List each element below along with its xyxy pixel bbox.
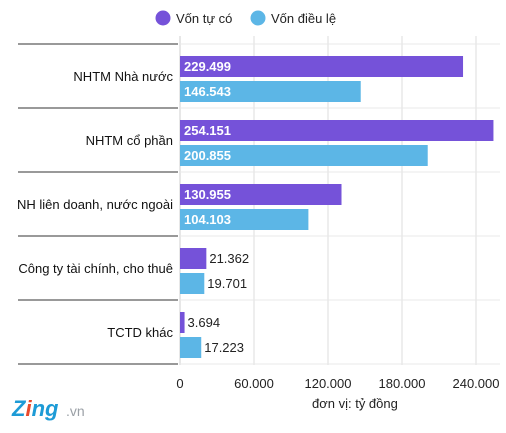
category-labels: NHTM Nhà nước NHTM cổ phần NH liên doanh, … xyxy=(17,69,173,340)
bar-von-dieu-le-nhtm-co-phan xyxy=(180,145,428,166)
x-tick-label-0: 0 xyxy=(176,376,183,391)
bar-von-dieu-le-cong-ty-tai-chinh-cho-thue xyxy=(180,273,205,294)
bar-von-tu-co-tctd-khac xyxy=(180,312,185,333)
bar-von-tu-co-nhtm-nha-nuoc xyxy=(180,56,464,77)
logo-suffix: .vn xyxy=(66,403,85,419)
data-label-von-dieu-le-nh-lien-doanh-nuoc-ngoai: 104.103 xyxy=(184,212,231,227)
x-tick-label-180000: 180.000 xyxy=(378,376,425,391)
x-tick-label-240000: 240.000 xyxy=(452,376,499,391)
category-separators xyxy=(18,43,500,365)
legend-marker-von-dieu-le xyxy=(250,10,266,26)
category-label-tctd-khac: TCTD khác xyxy=(107,325,173,340)
data-label-von-tu-co-cong-ty-tai-chinh-cho-thue: 21.362 xyxy=(209,251,249,266)
data-label-von-dieu-le-tctd-khac: 17.223 xyxy=(204,340,244,355)
category-label-nhtm-nha-nuoc: NHTM Nhà nước xyxy=(73,69,173,84)
x-tick-label-60000: 60.000 xyxy=(234,376,274,391)
bar-von-tu-co-cong-ty-tai-chinh-cho-thue xyxy=(180,248,207,269)
bar-von-dieu-le-nhtm-nha-nuoc xyxy=(180,81,361,102)
bar-von-tu-co-nhtm-co-phan xyxy=(180,120,494,141)
chart-bars xyxy=(180,56,494,358)
bar-von-dieu-le-tctd-khac xyxy=(180,337,202,358)
data-label-von-dieu-le-cong-ty-tai-chinh-cho-thue: 19.701 xyxy=(207,276,247,291)
legend-marker-von-tu-co xyxy=(155,10,171,26)
category-label-cong-ty-tai-chinh-cho-thue: Công ty tài chính, cho thuê xyxy=(18,261,173,276)
x-tick-label-120000: 120.000 xyxy=(304,376,351,391)
category-label-nh-lien-doanh-nuoc-ngoai: NH liên doanh, nước ngoài xyxy=(17,197,173,212)
legend-label-von-dieu-le: Vốn điều lệ xyxy=(271,11,336,26)
data-labels: 229.499 254.151 130.955 21.362 3.694 146.543 2… xyxy=(184,59,249,355)
x-axis-tick-labels: 0 60.000 120.000 180.000 240.000 xyxy=(176,376,499,391)
data-label-von-tu-co-tctd-khac: 3.694 xyxy=(188,315,221,330)
zing-logo: Zing .vn xyxy=(11,396,85,421)
data-label-von-tu-co-nh-lien-doanh-nuoc-ngoai: 130.955 xyxy=(184,187,231,202)
legend-label-von-tu-co: Vốn tự có xyxy=(176,11,232,26)
bar-von-dieu-le-nh-lien-doanh-nuoc-ngoai xyxy=(180,209,309,230)
chart-legend: Vốn tự có Vốn điều lệ xyxy=(155,10,336,26)
data-label-von-tu-co-nhtm-nha-nuoc: 229.499 xyxy=(184,59,231,74)
logo-wordmark: Zing xyxy=(11,396,59,421)
category-label-nhtm-co-phan: NHTM cổ phần xyxy=(86,133,173,148)
data-label-von-tu-co-nhtm-co-phan: 254.151 xyxy=(184,123,231,138)
data-label-von-dieu-le-nhtm-co-phan: 200.855 xyxy=(184,148,231,163)
unit-note: đơn vị: tỷ đồng xyxy=(312,396,398,411)
data-label-von-dieu-le-nhtm-nha-nuoc: 146.543 xyxy=(184,84,231,99)
bar-von-tu-co-nh-lien-doanh-nuoc-ngoai xyxy=(180,184,342,205)
